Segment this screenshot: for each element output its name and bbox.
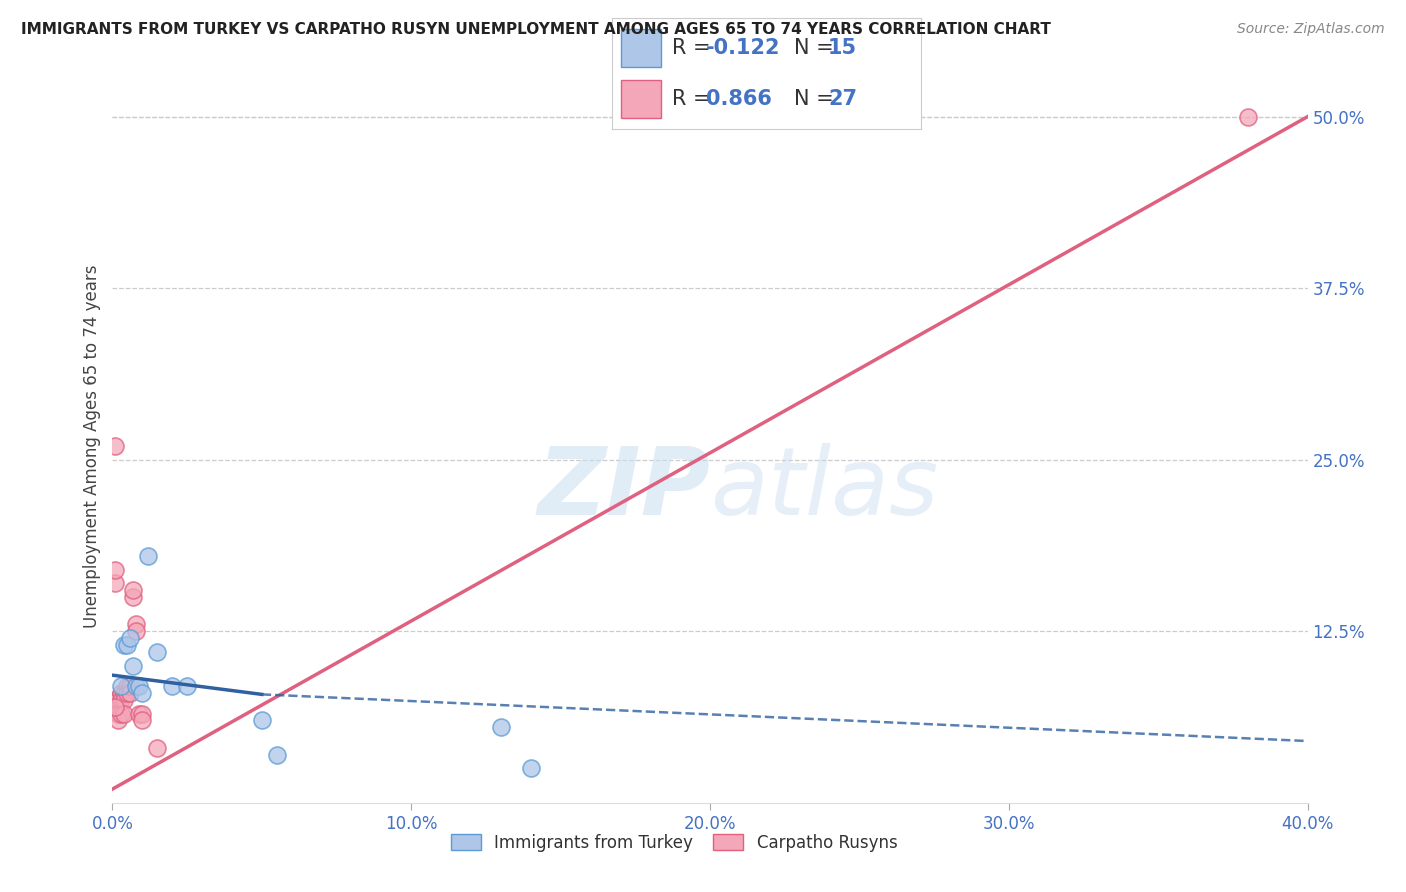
- Legend: Immigrants from Turkey, Carpatho Rusyns: Immigrants from Turkey, Carpatho Rusyns: [444, 828, 904, 859]
- Text: R =: R =: [672, 38, 717, 58]
- Point: [104, 562, 127, 576]
- Y-axis label: Unemployment Among Ages 65 to 74 years: Unemployment Among Ages 65 to 74 years: [83, 264, 101, 628]
- Point: [162, 679, 183, 693]
- Point: [146, 645, 169, 659]
- Point: [110, 679, 132, 693]
- Text: N =: N =: [794, 89, 841, 109]
- Point: [114, 693, 135, 707]
- Point: [120, 686, 142, 700]
- Point: [138, 549, 160, 563]
- Point: [117, 679, 139, 693]
- Point: [125, 624, 148, 639]
- Point: [114, 638, 135, 652]
- Text: Source: ZipAtlas.com: Source: ZipAtlas.com: [1237, 22, 1385, 37]
- Point: [117, 638, 139, 652]
- FancyBboxPatch shape: [621, 29, 661, 67]
- FancyBboxPatch shape: [621, 80, 661, 119]
- Point: [107, 714, 129, 728]
- Point: [110, 706, 132, 721]
- Text: 27: 27: [828, 89, 858, 109]
- Point: [266, 747, 288, 762]
- Point: [104, 439, 127, 453]
- Point: [489, 720, 512, 734]
- Point: [1237, 110, 1260, 124]
- Point: [250, 714, 273, 728]
- Text: 0.866: 0.866: [706, 89, 772, 109]
- Point: [520, 762, 543, 776]
- Point: [131, 686, 153, 700]
- Point: [146, 740, 169, 755]
- Point: [120, 679, 142, 693]
- Point: [104, 576, 127, 591]
- Point: [131, 714, 153, 728]
- Point: [176, 679, 198, 693]
- Text: N =: N =: [794, 38, 841, 58]
- Point: [125, 617, 148, 632]
- Point: [125, 679, 148, 693]
- Text: 15: 15: [828, 38, 858, 58]
- Text: R =: R =: [672, 89, 717, 109]
- Point: [114, 706, 135, 721]
- Point: [117, 686, 139, 700]
- Point: [122, 590, 145, 604]
- Point: [114, 686, 135, 700]
- Text: ZIP: ZIP: [537, 442, 710, 535]
- Text: atlas: atlas: [710, 443, 938, 534]
- Point: [104, 699, 127, 714]
- Point: [107, 693, 129, 707]
- Point: [120, 631, 142, 645]
- Point: [110, 686, 132, 700]
- Point: [122, 658, 145, 673]
- Text: IMMIGRANTS FROM TURKEY VS CARPATHO RUSYN UNEMPLOYMENT AMONG AGES 65 TO 74 YEARS : IMMIGRANTS FROM TURKEY VS CARPATHO RUSYN…: [21, 22, 1050, 37]
- Point: [122, 583, 145, 598]
- Point: [107, 706, 129, 721]
- Point: [128, 679, 150, 693]
- Point: [131, 706, 153, 721]
- Text: -0.122: -0.122: [706, 38, 780, 58]
- Point: [104, 693, 127, 707]
- Point: [128, 706, 150, 721]
- Point: [110, 693, 132, 707]
